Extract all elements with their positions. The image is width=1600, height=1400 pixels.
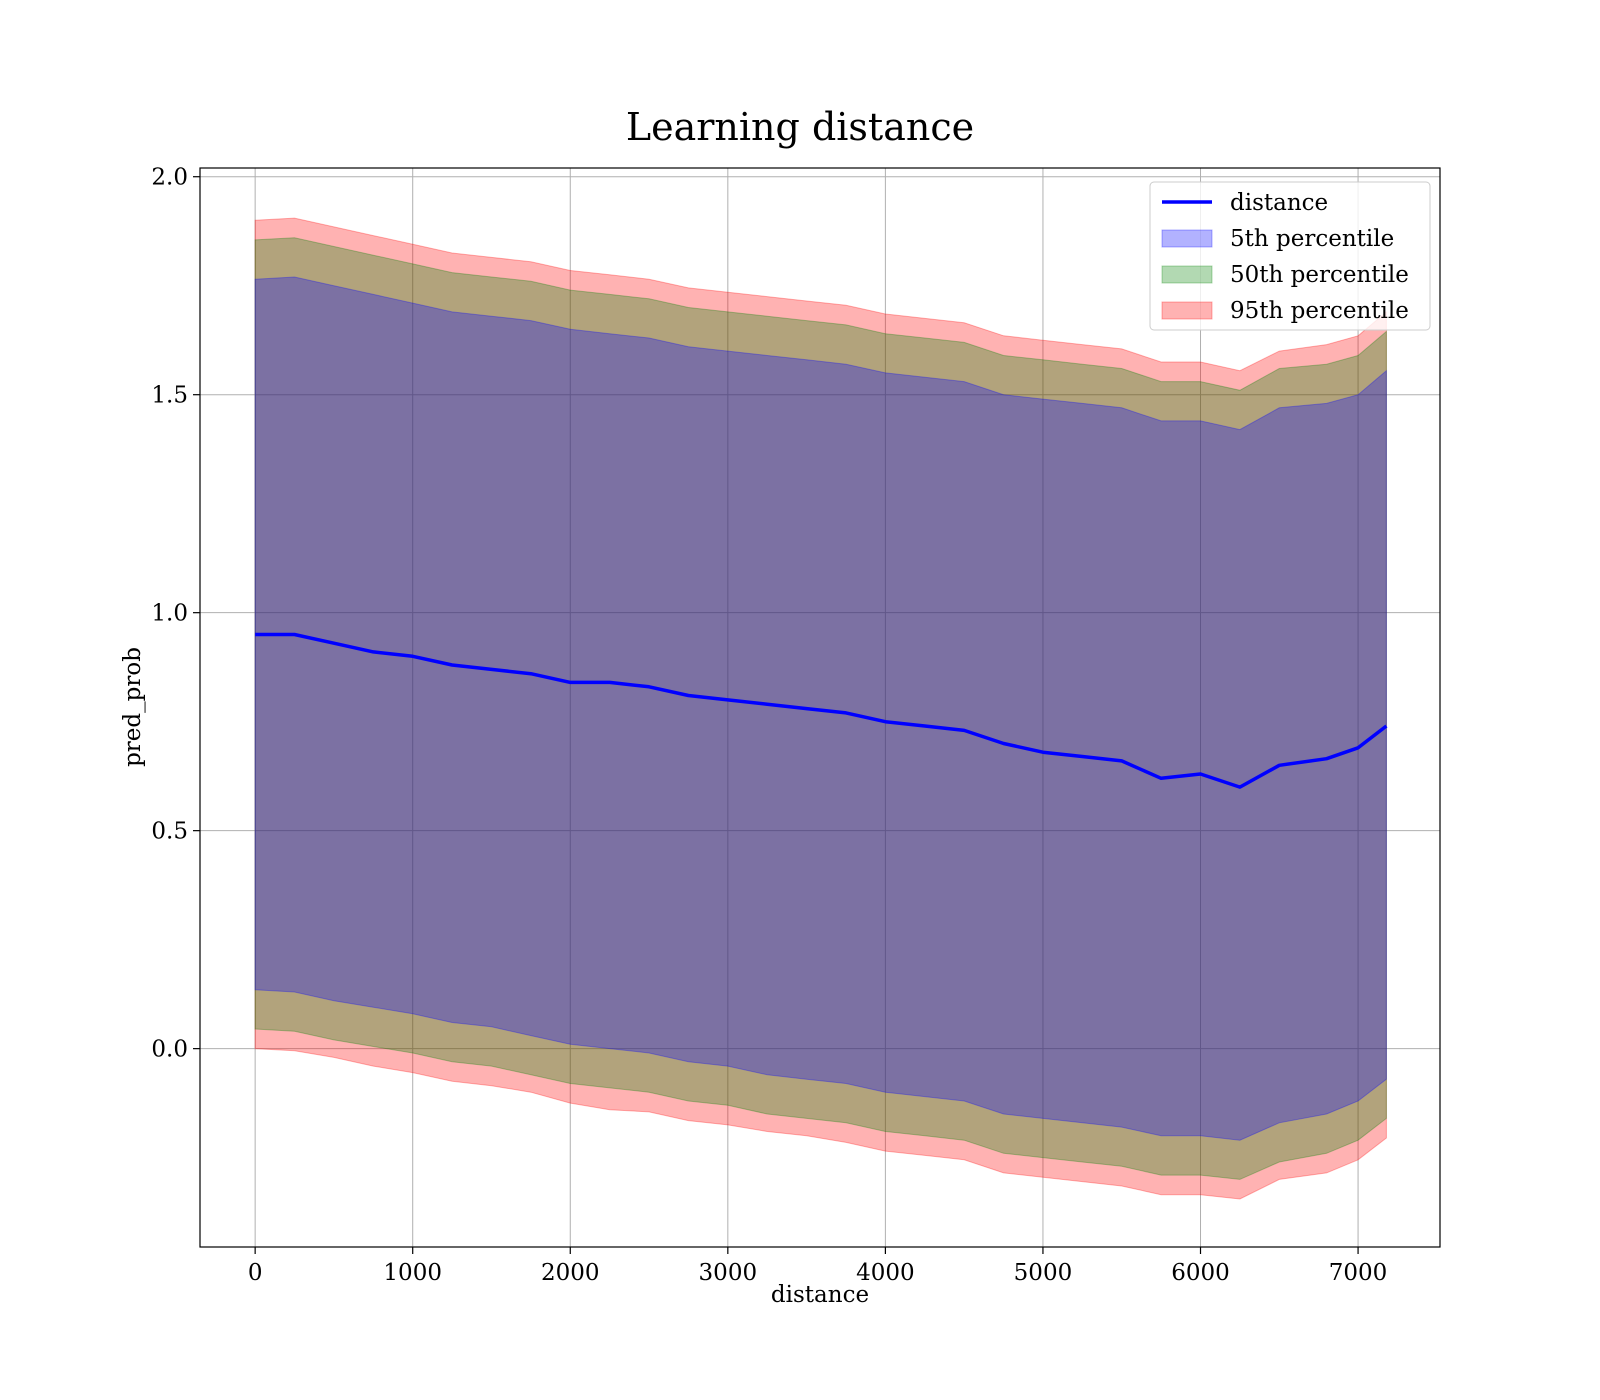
series-lines	[255, 632, 1388, 789]
legend-label: 95th percentile	[1230, 298, 1409, 324]
y-tick-label: 2.0	[151, 165, 188, 191]
plot-frame	[199, 167, 1441, 1248]
grid-lines	[200, 168, 1440, 1247]
y-tick-label: 0.5	[151, 819, 188, 845]
legend-label: 5th percentile	[1230, 226, 1394, 252]
x-tick-label: 5000	[1014, 1260, 1073, 1286]
x-tick-label: 2000	[541, 1260, 600, 1286]
y-tick-label: 1.0	[151, 601, 188, 627]
legend: distance 5th percentile 50th percentile 95t…	[1149, 181, 1431, 331]
x-tick-label: 0	[248, 1260, 263, 1286]
legend-swatch-band	[1161, 301, 1213, 320]
y-tick-label: 0.0	[151, 1037, 188, 1063]
legend-label: 50th percentile	[1230, 262, 1409, 288]
x-tick-label: 1000	[383, 1260, 442, 1286]
y-tick-label: 1.5	[151, 383, 188, 409]
legend-label: distance	[1230, 190, 1328, 216]
y-axis-label: pred_prob	[120, 647, 146, 767]
chart-title: Learning distance	[626, 105, 974, 149]
x-axis-label: distance	[771, 1282, 869, 1308]
x-axis-ticks: 0 1000 2000 3000 4000 5000 6000 7000	[248, 1247, 1388, 1286]
legend-box	[1149, 181, 1431, 331]
x-tick-label: 3000	[699, 1260, 758, 1286]
x-tick-label: 4000	[856, 1260, 915, 1286]
legend-swatch-band	[1161, 229, 1213, 248]
line-distance	[255, 632, 1388, 789]
x-tick-label: 6000	[1171, 1260, 1230, 1286]
y-axis-ticks: 0.0 0.5 1.0 1.5 2.0	[151, 165, 200, 1063]
legend-swatch-band	[1161, 265, 1213, 284]
x-tick-label: 7000	[1329, 1260, 1388, 1286]
